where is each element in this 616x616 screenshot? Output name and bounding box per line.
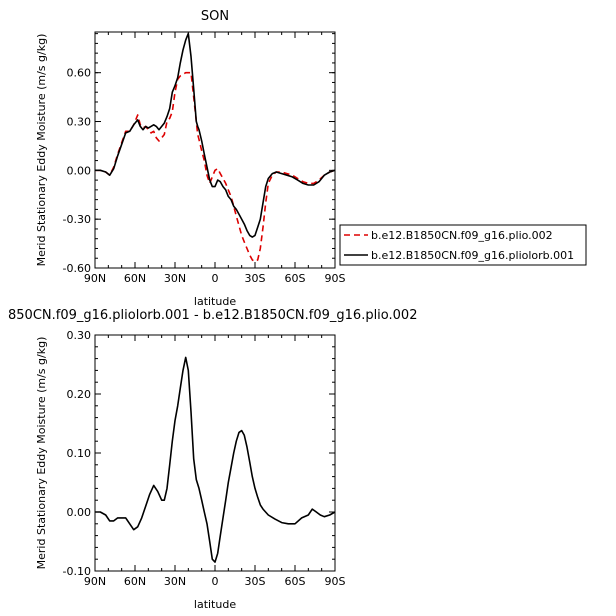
series-line-son-1: [95, 32, 336, 238]
chart-difference-series: [95, 356, 336, 563]
x-tick-label-difference-5: 60S: [285, 575, 306, 588]
chart-difference-title: 850CN.f09_g16.pliolorb.001 - b.e12.B1850…: [8, 308, 417, 323]
y-tick-label-son-1: -0.30: [63, 213, 91, 226]
y-tick-label-son-4: 0.60: [67, 67, 92, 80]
y-tick-label-difference-0: -0.10: [63, 565, 91, 578]
chart-son-y-ticks: -0.60 -0.30 0.00 0.30 0.60: [63, 33, 335, 275]
legend-label-pliolorb: b.e12.B1850CN.f09_g16.pliolorb.001: [371, 249, 574, 262]
y-tick-label-difference-4: 0.30: [67, 329, 92, 342]
x-tick-label-difference-2: 30N: [164, 575, 186, 588]
series-line-son-0: [95, 71, 336, 263]
legend-label-plio: b.e12.B1850CN.f09_g16.plio.002: [371, 229, 553, 242]
chart-son-y-axis-label: Merid Stationary Eddy Moisture (m/s g/kg…: [35, 34, 48, 267]
y-tick-label-son-2: 0.00: [67, 164, 92, 177]
x-tick-label-difference-4: 30S: [245, 575, 266, 588]
x-tick-label-son-4: 30S: [245, 272, 266, 285]
x-tick-label-difference-3: 0: [212, 575, 219, 588]
chart-son: SON 90N 60N 30N 0 30S 60S 90S -0.60 -0.30 0.00 0.…: [35, 9, 587, 308]
chart-difference-plot-frame: [94, 334, 336, 572]
chart-son-x-axis-label: latitude: [194, 295, 236, 308]
y-tick-label-difference-1: 0.00: [67, 506, 92, 519]
x-tick-label-son-6: 90S: [325, 272, 346, 285]
legend-frame: [339, 224, 587, 266]
series-line-difference-0: [95, 356, 336, 563]
chart-son-series: [95, 32, 336, 263]
x-tick-label-son-3: 0: [212, 272, 219, 285]
chart-son-x-ticks: 90N 60N 30N 0 30S 60S 90S: [84, 32, 346, 285]
x-tick-label-son-1: 60N: [124, 272, 146, 285]
x-tick-label-son-2: 30N: [164, 272, 186, 285]
x-tick-label-difference-6: 90S: [325, 575, 346, 588]
y-tick-label-difference-2: 0.10: [67, 447, 92, 460]
x-tick-label-son-5: 60S: [285, 272, 306, 285]
x-tick-label-difference-0: 90N: [84, 575, 106, 588]
x-tick-label-son-0: 90N: [84, 272, 106, 285]
y-tick-label-son-0: -0.60: [63, 262, 91, 275]
chart-difference-x-axis-label: latitude: [194, 598, 236, 611]
chart-difference-y-axis-label: Merid Stationary Eddy Moisture (m/s g/kg…: [35, 337, 48, 570]
y-tick-label-difference-3: 0.20: [67, 388, 92, 401]
x-tick-label-difference-1: 60N: [124, 575, 146, 588]
chart-difference-x-ticks: 90N 60N 30N 0 30S 60S 90S: [84, 335, 346, 588]
chart-son-title: SON: [201, 9, 229, 24]
chart-difference-y-ticks: -0.10 0.00 0.10 0.20 0.30: [63, 329, 335, 578]
y-tick-label-son-3: 0.30: [67, 116, 92, 129]
chart-son-plot-frame: [94, 31, 336, 269]
chart-difference: 850CN.f09_g16.pliolorb.001 - b.e12.B1850…: [8, 308, 417, 611]
chart-son-legend: b.e12.B1850CN.f09_g16.plio.002 b.e12.B18…: [339, 224, 587, 266]
